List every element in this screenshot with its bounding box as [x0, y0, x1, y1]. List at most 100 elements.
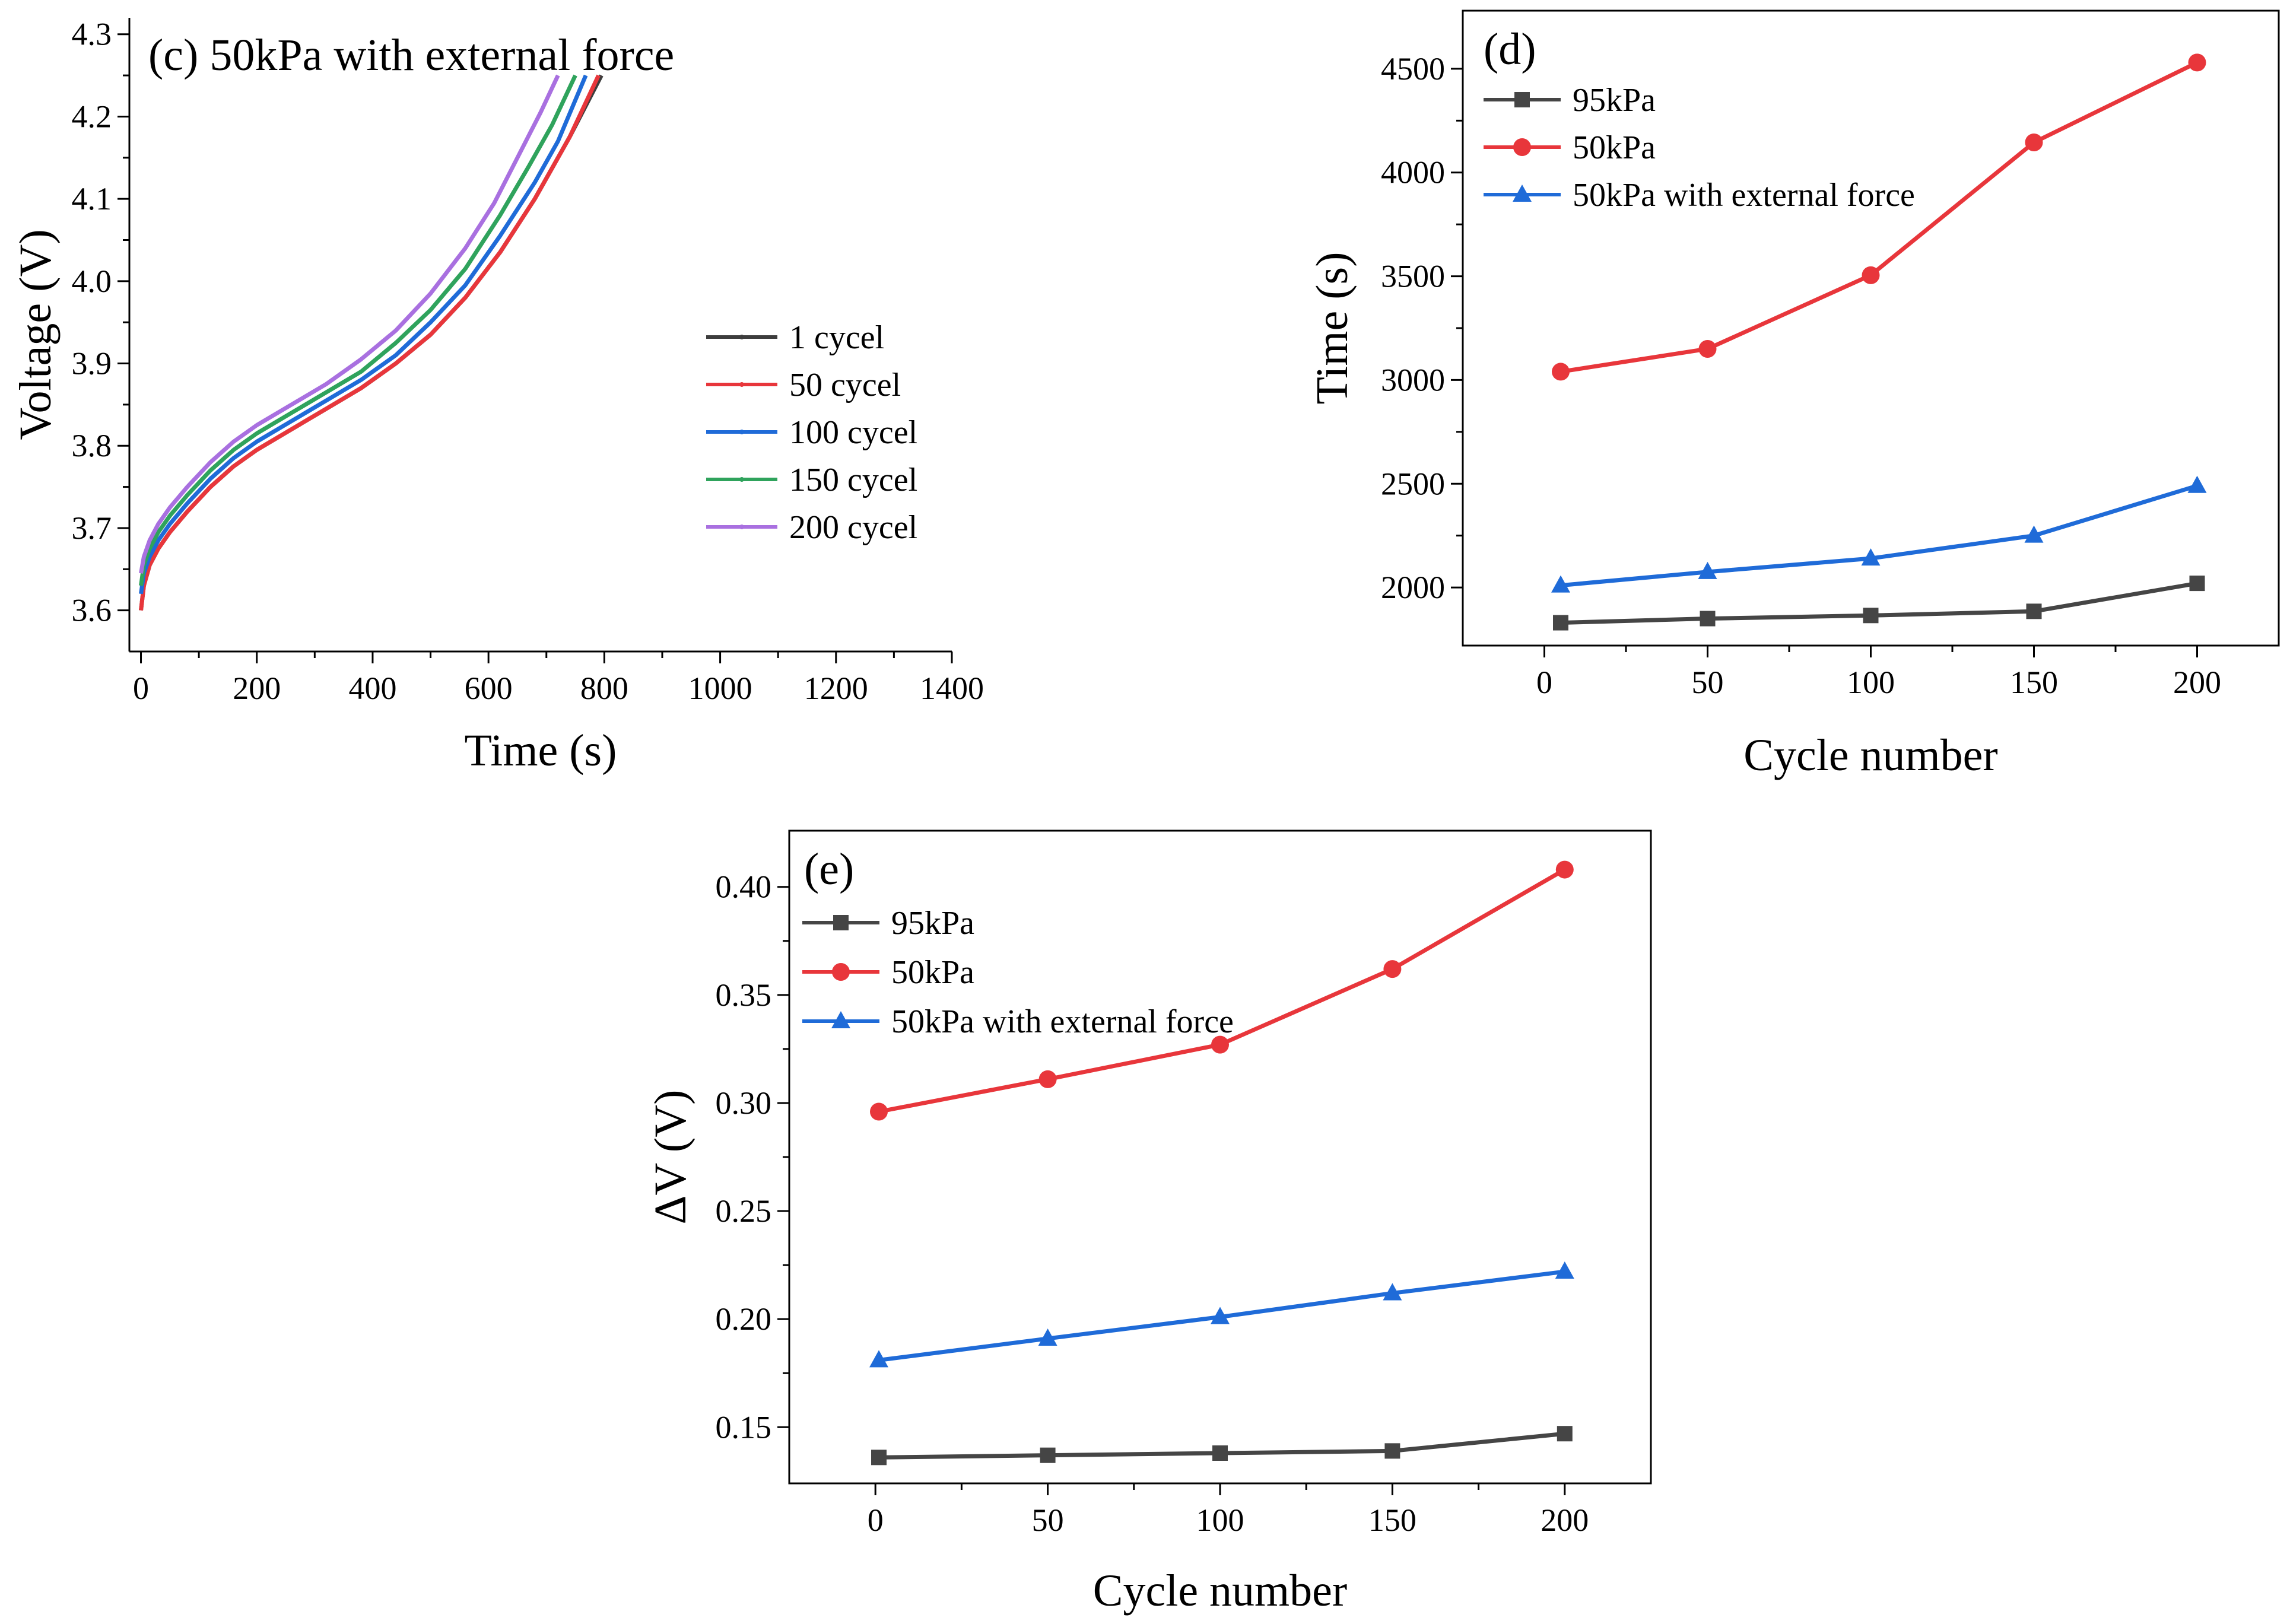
series-95kpa — [1553, 576, 2205, 631]
data-point — [1557, 1426, 1573, 1442]
legend-entry: 1 cycel — [706, 319, 884, 356]
data-point — [2024, 525, 2044, 543]
y-tick-label: 3.7 — [72, 510, 112, 546]
y-tick-label: 4.0 — [72, 263, 112, 299]
legend-label: 50kPa with external force — [1573, 177, 1915, 214]
x-tick-label: 200 — [2173, 665, 2221, 700]
legend-entry: 95kPa — [1484, 82, 1656, 119]
data-point — [2025, 134, 2043, 152]
data-point — [1698, 339, 1717, 358]
series-95kpa — [871, 1426, 1573, 1466]
x-tick-label: 1400 — [920, 670, 984, 706]
data-point — [1038, 1070, 1057, 1088]
x-tick-label: 1200 — [804, 670, 868, 706]
y-tick-label: 2000 — [1381, 570, 1445, 605]
legend-entry: 50kPa with external force — [1484, 177, 1915, 214]
legend-label: 50 cycel — [789, 367, 901, 403]
data-point — [1211, 1307, 1230, 1324]
data-point — [871, 1450, 887, 1466]
y-tick-label: 4.3 — [72, 17, 112, 52]
y-tick-label: 4.1 — [72, 181, 112, 217]
y-tick-label: 4.2 — [72, 98, 112, 134]
legend-marker — [739, 525, 744, 529]
x-tick-label: 0 — [1536, 665, 1552, 700]
legend-marker — [739, 335, 744, 339]
legend-marker — [832, 963, 850, 981]
legend-label: 95kPa — [1573, 82, 1656, 119]
y-tick-label: 0.25 — [716, 1193, 772, 1229]
series-50kpa — [1552, 53, 2206, 381]
x-tick-label: 600 — [465, 670, 513, 706]
series-50kpa-with-external-force — [869, 1261, 1574, 1368]
series-line — [139, 74, 577, 586]
data-point — [1553, 615, 1568, 631]
series-100-cycel — [139, 74, 588, 595]
legend-marker — [739, 430, 744, 434]
chart-e: 0 50 100 150 200 0.15 0.20 0.25 0.30 0.35 0.40 Cycl… — [646, 830, 1652, 1616]
data-point — [1861, 548, 1881, 566]
series-line — [1560, 61, 2199, 374]
legend-marker — [831, 1011, 850, 1028]
x-tick-label: 50 — [1692, 665, 1724, 700]
y-tick-label: 3.8 — [72, 428, 112, 463]
data-point — [1551, 575, 1570, 593]
legend-marker — [739, 382, 744, 387]
x-tick-label: 0 — [868, 1502, 884, 1538]
y-axis-title: Time (s) — [1307, 252, 1357, 405]
data-point — [2188, 53, 2206, 72]
y-tick-label: 0.20 — [716, 1301, 772, 1337]
y-tick-label: 3500 — [1381, 259, 1445, 294]
series-200-cycel — [139, 74, 560, 574]
x-tick-label: 100 — [1847, 665, 1895, 700]
panel-label: (c) 50kPa with external force — [148, 30, 674, 80]
data-point — [1383, 1283, 1402, 1301]
legend-label: 1 cycel — [789, 319, 884, 356]
legend-label: 50kPa — [891, 954, 974, 991]
data-point — [1555, 1261, 1574, 1279]
legend-label: 95kPa — [891, 905, 974, 942]
y-tick-label: 0.40 — [716, 869, 772, 905]
x-tick-label: 150 — [2010, 665, 2058, 700]
x-tick-label: 150 — [1368, 1502, 1416, 1538]
series-line — [139, 74, 560, 574]
series-line — [139, 74, 588, 595]
series-150-cycel — [139, 74, 577, 586]
legend-marker — [833, 915, 849, 930]
legend-entry: 50kPa — [1484, 129, 1656, 166]
y-tick-label: 4500 — [1381, 51, 1445, 87]
data-point — [1040, 1447, 1056, 1463]
legend-marker — [739, 477, 744, 482]
legend-label: 150 cycel — [789, 462, 917, 498]
x-axis-title: Cycle number — [1743, 730, 1997, 780]
data-point — [1862, 266, 1880, 284]
legend-entry: 50 cycel — [706, 367, 901, 403]
x-axis-title: Cycle number — [1093, 1566, 1347, 1616]
series-line — [139, 74, 601, 611]
legend-marker — [1513, 138, 1531, 156]
x-tick-label: 200 — [233, 670, 281, 706]
x-tick-label: 800 — [580, 670, 628, 706]
y-tick-label: 3.6 — [72, 593, 112, 628]
legend-entry: 95kPa — [802, 905, 974, 942]
legend-label: 200 cycel — [789, 509, 917, 546]
legend-entry: 50kPa with external force — [802, 1003, 1234, 1040]
panel-label: (e) — [804, 844, 854, 894]
legend-entry: 50kPa — [802, 954, 974, 991]
legend-marker — [1514, 92, 1530, 107]
series-1-cycel — [139, 74, 604, 611]
legend-entry: 100 cycel — [706, 414, 917, 451]
data-point — [1383, 960, 1402, 978]
chart-c: 0 200 400 600 800 1000 1200 1400 3.6 3.7 3.8 3.9 4.0… — [11, 17, 984, 776]
data-point — [2189, 576, 2205, 592]
y-tick-label: 2500 — [1381, 466, 1445, 501]
legend-label: 50kPa with external force — [891, 1003, 1234, 1040]
legend-marker — [1513, 185, 1532, 202]
y-axis-title: ΔV (V) — [646, 1090, 695, 1225]
y-axis-title: Voltage (V) — [11, 229, 61, 440]
x-axis-title: Time (s) — [465, 726, 617, 776]
series-line — [878, 867, 1566, 1114]
series-50-cycel — [139, 74, 601, 611]
legend-entry: 150 cycel — [706, 462, 917, 498]
legend-entry: 200 cycel — [706, 509, 917, 546]
